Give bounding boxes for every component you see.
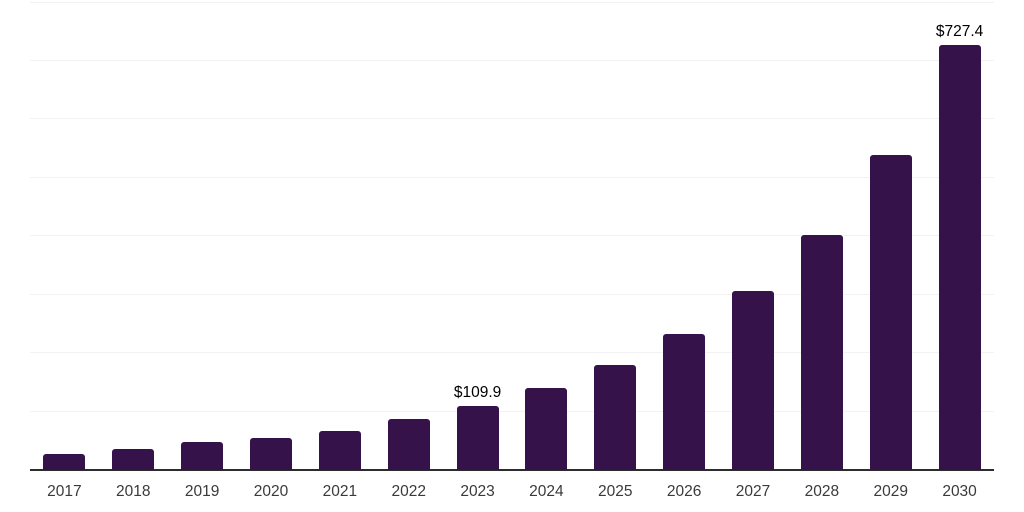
bar-2026 [663, 334, 706, 470]
x-tick-label-2024: 2024 [529, 483, 564, 500]
bar-2028 [800, 235, 843, 470]
x-tick-label-2020: 2020 [253, 483, 289, 500]
gridline [30, 352, 994, 354]
bar-2020 [250, 438, 292, 470]
x-tick-label-2026: 2026 [666, 483, 702, 500]
gridline [30, 1, 994, 3]
gridline [30, 235, 994, 237]
bar-value-label-2030: $727.4 [935, 22, 984, 40]
bar-2023 [456, 405, 499, 470]
bar-2024 [525, 388, 568, 470]
x-tick-label-2025: 2025 [598, 483, 633, 500]
bar-2030 [938, 44, 981, 470]
x-tick-label-2029: 2029 [873, 483, 908, 500]
x-tick-label-2030: 2030 [942, 483, 977, 500]
bar-2022 [387, 419, 430, 470]
x-tick-label-2023: 2023 [460, 483, 495, 500]
gridline [30, 176, 994, 178]
x-tick-label-2021: 2021 [322, 483, 358, 500]
bar-2019 [181, 442, 224, 470]
x-axis-tick-labels: 2017 2018 2019 2020 2021 2022 2023 2024 2025 2026… [30, 481, 994, 505]
x-tick-label-2017: 2017 [47, 483, 82, 500]
bar-2027 [732, 291, 774, 470]
gridline [30, 59, 994, 61]
x-tick-label-2018: 2018 [116, 483, 151, 500]
gridline [30, 293, 994, 295]
gridline [30, 410, 994, 412]
x-tick-label-2027: 2027 [735, 483, 771, 500]
x-axis-line [30, 469, 994, 471]
x-tick-label-2019: 2019 [184, 483, 220, 500]
bar-2018 [112, 449, 155, 470]
gridline [30, 118, 994, 120]
x-tick-label-2028: 2028 [804, 483, 840, 500]
plot-area: $109.9 $727.4 [30, 0, 994, 471]
bar-2025 [594, 364, 637, 470]
x-tick-label-2022: 2022 [391, 483, 426, 500]
bar-2017 [43, 454, 86, 470]
bar-2029 [869, 155, 912, 470]
bar-2021 [318, 431, 361, 470]
bar-value-label-2023: $109.9 [453, 383, 502, 401]
